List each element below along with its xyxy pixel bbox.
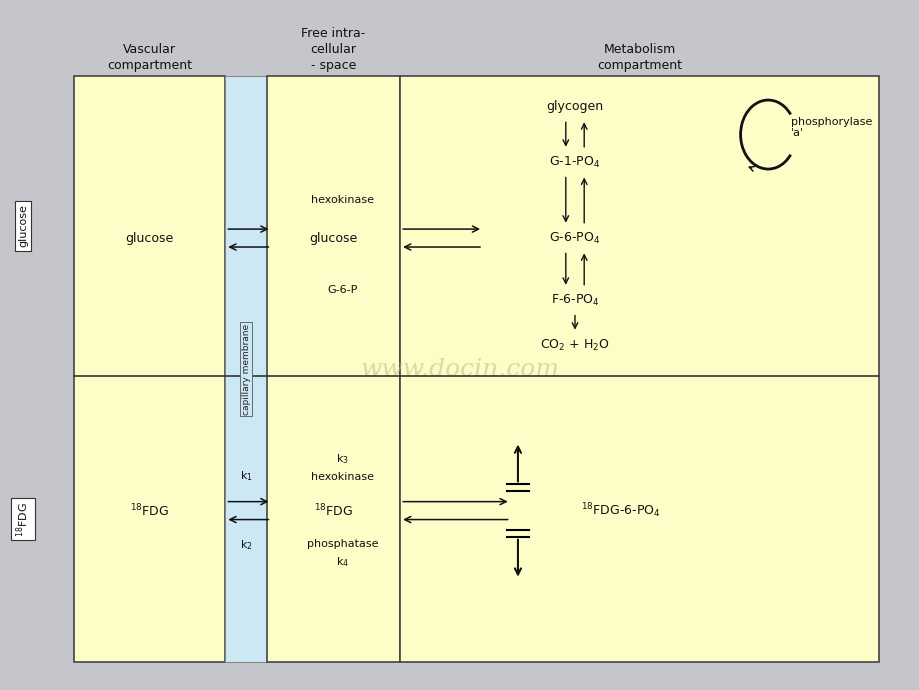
Text: hexokinase: hexokinase <box>311 473 374 482</box>
Text: k$_2$: k$_2$ <box>240 538 252 552</box>
Text: glycogen: glycogen <box>546 101 603 113</box>
Text: hexokinase: hexokinase <box>311 195 374 205</box>
Bar <box>400 76 878 662</box>
Text: www.docin.com: www.docin.com <box>360 357 559 381</box>
Bar <box>225 76 267 662</box>
Text: phosphatase: phosphatase <box>307 539 378 549</box>
Text: Metabolism
compartment: Metabolism compartment <box>596 43 681 72</box>
Text: Vascular
compartment: Vascular compartment <box>107 43 192 72</box>
Text: glucose: glucose <box>125 232 174 244</box>
Text: capillary membrane: capillary membrane <box>242 324 250 415</box>
Text: G-6-P: G-6-P <box>327 285 357 295</box>
Text: $^{18}$FDG: $^{18}$FDG <box>313 502 353 519</box>
Text: k$_3$: k$_3$ <box>336 452 348 466</box>
Bar <box>267 76 400 662</box>
Text: G-1-PO$_4$: G-1-PO$_4$ <box>549 155 600 170</box>
Bar <box>74 76 225 662</box>
Text: $^{18}$FDG: $^{18}$FDG <box>130 502 169 519</box>
Text: phosphorylase
'a': phosphorylase 'a' <box>790 117 871 139</box>
Text: G-6-PO$_4$: G-6-PO$_4$ <box>549 230 600 246</box>
Text: $^{18}$FDG: $^{18}$FDG <box>15 502 31 537</box>
Text: Free intra-
cellular
- space: Free intra- cellular - space <box>301 28 365 72</box>
Text: $^{18}$FDG-6-PO$_4$: $^{18}$FDG-6-PO$_4$ <box>581 501 660 520</box>
Text: glucose: glucose <box>18 204 28 248</box>
Text: F-6-PO$_4$: F-6-PO$_4$ <box>550 293 598 308</box>
Text: k$_1$: k$_1$ <box>240 469 252 483</box>
Text: CO$_2$ + H$_2$O: CO$_2$ + H$_2$O <box>539 337 609 353</box>
Text: glucose: glucose <box>309 232 357 244</box>
Text: k$_4$: k$_4$ <box>335 555 349 569</box>
